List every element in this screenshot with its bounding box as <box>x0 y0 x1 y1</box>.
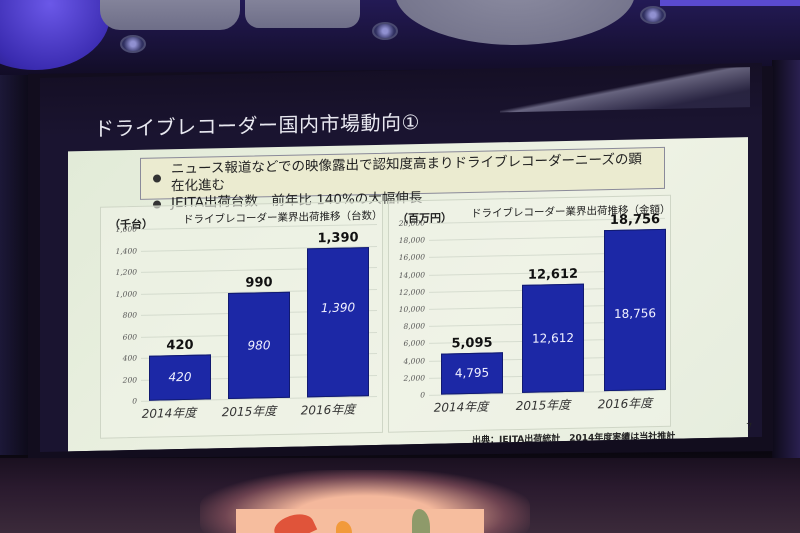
bar-top-label: 12,612 <box>527 266 579 283</box>
chart-value-panel: （百万円） ドライブレコーダー業界出荷推移（金額） 0 2,000 4,000 … <box>388 194 671 433</box>
curtain-right <box>772 60 800 460</box>
bar-value-label: 12,612 <box>532 330 574 346</box>
curtain-left <box>0 75 30 455</box>
y-tick: 16,000 <box>398 252 425 263</box>
x-label: 2014年度 <box>141 405 197 421</box>
x-label: 2016年度 <box>300 402 356 418</box>
y-tick: 14,000 <box>398 270 425 280</box>
bar-value-label: 980 <box>247 337 271 353</box>
bullet-icon <box>153 174 161 183</box>
x-label: 2014年度 <box>433 399 489 415</box>
y-tick: 1,000 <box>115 288 137 299</box>
x-label: 2016年度 <box>597 396 653 412</box>
bar-value-label: 18,756 <box>614 305 656 321</box>
bar-2015: 12,612 <box>522 283 584 393</box>
bar-top-label: 1,390 <box>317 229 359 246</box>
y-tick: 1,400 <box>115 245 137 256</box>
chart-units-panel: （千台） ドライブレコーダー業界出荷推移（台数） 0 200 400 600 8… <box>100 200 383 439</box>
bar-value-label: 1,390 <box>320 299 356 315</box>
y-tick: 18,000 <box>398 235 425 246</box>
spotlight-icon <box>372 22 398 40</box>
y-tick: 800 <box>122 310 137 320</box>
y-tick: 600 <box>122 331 137 342</box>
y-tick: 8,000 <box>403 321 425 332</box>
presentation-slide: ドライブレコーダー国内市場動向① ニュース報道などでの映像露出で認知度高まりドラ… <box>40 62 762 453</box>
bar-top-label: 990 <box>245 274 273 291</box>
bar-2014: 4,795 <box>441 352 503 395</box>
spotlight-icon <box>640 6 666 24</box>
ceiling-light-strip <box>660 0 800 6</box>
bar-2014: 420 <box>149 354 211 401</box>
ceiling-panel <box>245 0 360 28</box>
bar-value-label: 4,795 <box>454 365 490 381</box>
bar-2016: 18,756 <box>604 228 666 392</box>
y-tick: 4,000 <box>403 356 425 366</box>
plot-area: 0 2,000 4,000 6,000 8,000 10,000 12,000 … <box>399 212 666 400</box>
bar-2016: 1,390 <box>307 246 369 398</box>
bar-value-label: 420 <box>168 370 192 385</box>
page-number: 7 <box>746 422 753 434</box>
y-tick: 10,000 <box>398 304 425 314</box>
y-tick: 12,000 <box>398 287 425 297</box>
y-tick: 6,000 <box>403 338 425 349</box>
spotlight-icon <box>120 35 146 53</box>
y-tick: 2,000 <box>403 373 425 383</box>
slide-title: ドライブレコーダー国内市場動向① <box>94 110 420 141</box>
bar-2015: 980 <box>228 291 290 400</box>
bar-top-label: 18,756 <box>609 211 661 228</box>
x-label: 2015年度 <box>221 404 277 420</box>
plot-area: 0 200 400 600 800 1,000 1,200 1,400 1,60… <box>116 223 377 406</box>
bar-top-label: 420 <box>166 337 194 354</box>
stage-sign <box>236 507 484 533</box>
y-tick: 1,600 <box>115 224 137 234</box>
x-label: 2015年度 <box>515 397 571 414</box>
ceiling-panel <box>100 0 240 30</box>
bar-top-label: 5,095 <box>451 335 493 352</box>
y-tick: 1,200 <box>115 267 137 277</box>
y-tick: 400 <box>122 353 137 363</box>
bullet-box: ニュース報道などでの映像露出で認知度高まりドライブレコーダーニーズの顕在化進む … <box>140 146 665 211</box>
slide-body: ニュース報道などでの映像露出で認知度高まりドライブレコーダーニーズの顕在化進む … <box>68 137 752 452</box>
y-tick: 20,000 <box>398 218 425 228</box>
y-tick: 200 <box>122 374 137 385</box>
screen-glare <box>500 67 750 113</box>
